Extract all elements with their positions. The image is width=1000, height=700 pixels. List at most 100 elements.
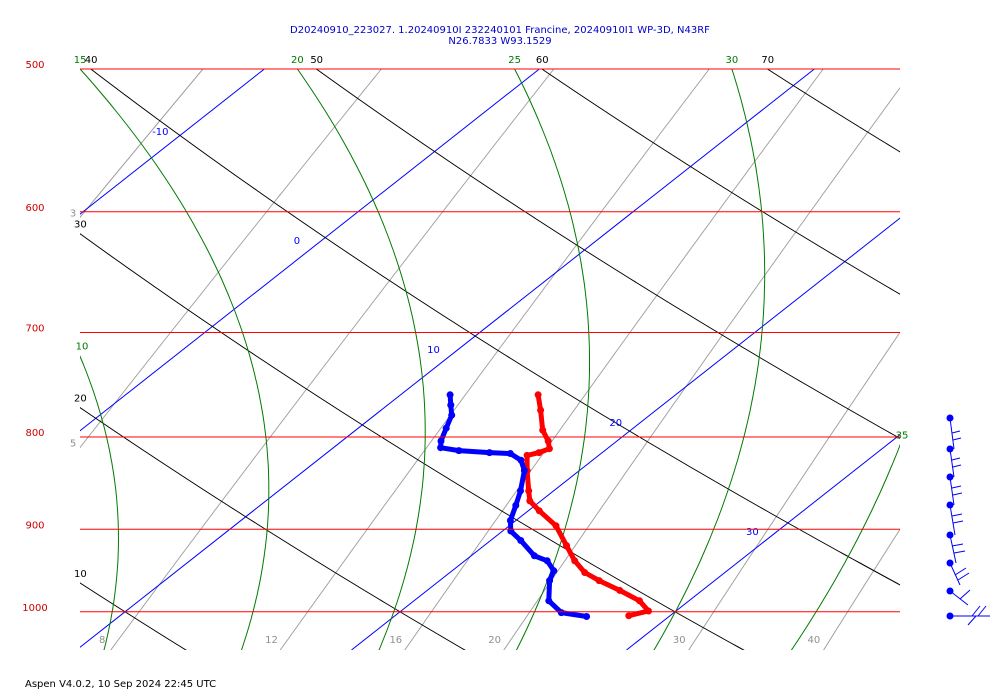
profile-point — [645, 607, 652, 615]
moist-adiabat-line — [80, 69, 270, 650]
profile-point — [545, 597, 553, 605]
dry-adiabat-label: 40 — [85, 55, 98, 66]
dry-adiabat-label: 30 — [74, 220, 87, 231]
moist-adiabat-label: 35 — [896, 430, 909, 441]
mixing-ratio-line — [503, 86, 900, 650]
profile-point — [557, 609, 565, 617]
profile-point — [507, 527, 515, 535]
moist-adiabat-line — [653, 69, 766, 650]
moist-adiabat-label: 20 — [291, 55, 304, 66]
moist-adiabat-line — [80, 355, 120, 650]
profile-point — [506, 450, 514, 457]
y-tick-label: 500 — [25, 60, 44, 71]
dry-adiabat-line — [315, 69, 900, 440]
profile-point — [525, 487, 533, 495]
dry-adiabat-line — [540, 69, 900, 295]
profile-point — [616, 586, 624, 594]
profile-point — [546, 577, 554, 585]
profile-point — [581, 569, 589, 576]
y-tick-label: 900 — [25, 520, 44, 531]
y-tick-label: 1000 — [22, 603, 47, 614]
mixing-ratio-line — [823, 528, 900, 650]
moist-adiabat-label: 15 — [74, 55, 87, 66]
isotherm-line — [626, 434, 900, 650]
wind-barb — [946, 473, 963, 506]
isotherm-label: 0 — [294, 236, 300, 247]
y-tick-label: 700 — [25, 323, 44, 334]
profile-point — [625, 612, 633, 620]
profile-point — [583, 613, 591, 620]
isotherm-line — [80, 69, 265, 215]
reference-lines — [80, 69, 900, 650]
profile-point — [539, 426, 547, 434]
wind-barb — [946, 531, 966, 564]
profile-point — [506, 517, 514, 524]
mixing-ratio-label: 12 — [265, 635, 278, 646]
isotherm-line — [351, 217, 900, 650]
profile-point — [537, 406, 545, 414]
profile-point — [517, 456, 525, 464]
moist-adiabat-label: 10 — [76, 341, 89, 352]
profile-point — [520, 467, 528, 475]
moist-adiabat-label: 25 — [508, 55, 521, 66]
profile-point — [571, 557, 579, 565]
moist-adiabat-line — [514, 69, 590, 650]
profile-point — [486, 449, 493, 457]
dry-adiabat-label: 20 — [74, 394, 87, 405]
mixing-ratio-label: 16 — [389, 635, 402, 646]
dry-adiabat-line — [766, 69, 900, 153]
mixing-ratio-line — [404, 69, 824, 650]
mixing-ratio-label: 20 — [488, 635, 501, 646]
profile-point — [534, 391, 542, 399]
mixing-ratio-line — [688, 331, 900, 650]
profile-point — [523, 451, 531, 459]
profile-point — [636, 597, 643, 605]
profile-point — [543, 557, 551, 565]
isotherm-label: -10 — [152, 127, 168, 138]
isotherm-line — [80, 69, 815, 648]
dry-adiabat-label: 10 — [74, 569, 87, 580]
isotherm-label: 30 — [746, 527, 759, 538]
dry-adiabat-line — [80, 233, 745, 650]
profile-point — [535, 449, 543, 457]
wind-barb — [946, 559, 970, 586]
profile-point — [530, 552, 538, 560]
wind-barb — [946, 445, 962, 478]
profile-point — [544, 437, 552, 445]
dry-adiabat-label: 50 — [310, 55, 323, 66]
mixing-ratio-label: 5 — [70, 439, 76, 450]
isotherm-label: 20 — [609, 418, 622, 429]
chart-title: D20240910_223027. 1.20240910I 232240101 … — [290, 25, 710, 36]
profile-point — [545, 445, 553, 453]
y-tick-label: 800 — [25, 428, 44, 439]
profile-point — [526, 497, 534, 505]
mixing-ratio-label: 40 — [807, 635, 820, 646]
profile-point — [563, 542, 570, 550]
profile-point — [447, 401, 455, 409]
dry-adiabat-label: 70 — [761, 55, 774, 66]
dry-adiabat-label: 60 — [536, 55, 549, 66]
profile-point — [552, 522, 560, 530]
mixing-ratio-label: 3 — [70, 208, 76, 219]
mixing-ratio-line — [80, 69, 204, 219]
isotherm-label: 10 — [427, 345, 440, 356]
mixing-ratio-label: 8 — [99, 635, 105, 646]
mixing-ratio-line — [279, 69, 710, 650]
profile-point — [448, 411, 456, 419]
mixing-ratio-label: 30 — [673, 635, 686, 646]
moist-adiabat-line — [296, 69, 426, 650]
wind-barb — [946, 501, 964, 536]
profile-point — [535, 507, 543, 515]
wind-barbs — [946, 414, 990, 626]
footer-text: Aspen V4.0.2, 10 Sep 2024 22:45 UTC — [25, 679, 216, 690]
wind-barb — [946, 605, 990, 626]
mixing-ratio-line — [80, 69, 382, 449]
dry-adiabat-line — [89, 69, 900, 586]
chart-subtitle: N26.7833 W93.1529 — [448, 36, 551, 47]
moist-adiabat-line — [790, 443, 900, 650]
profile-point — [437, 437, 445, 445]
y-tick-label: 600 — [25, 203, 44, 214]
